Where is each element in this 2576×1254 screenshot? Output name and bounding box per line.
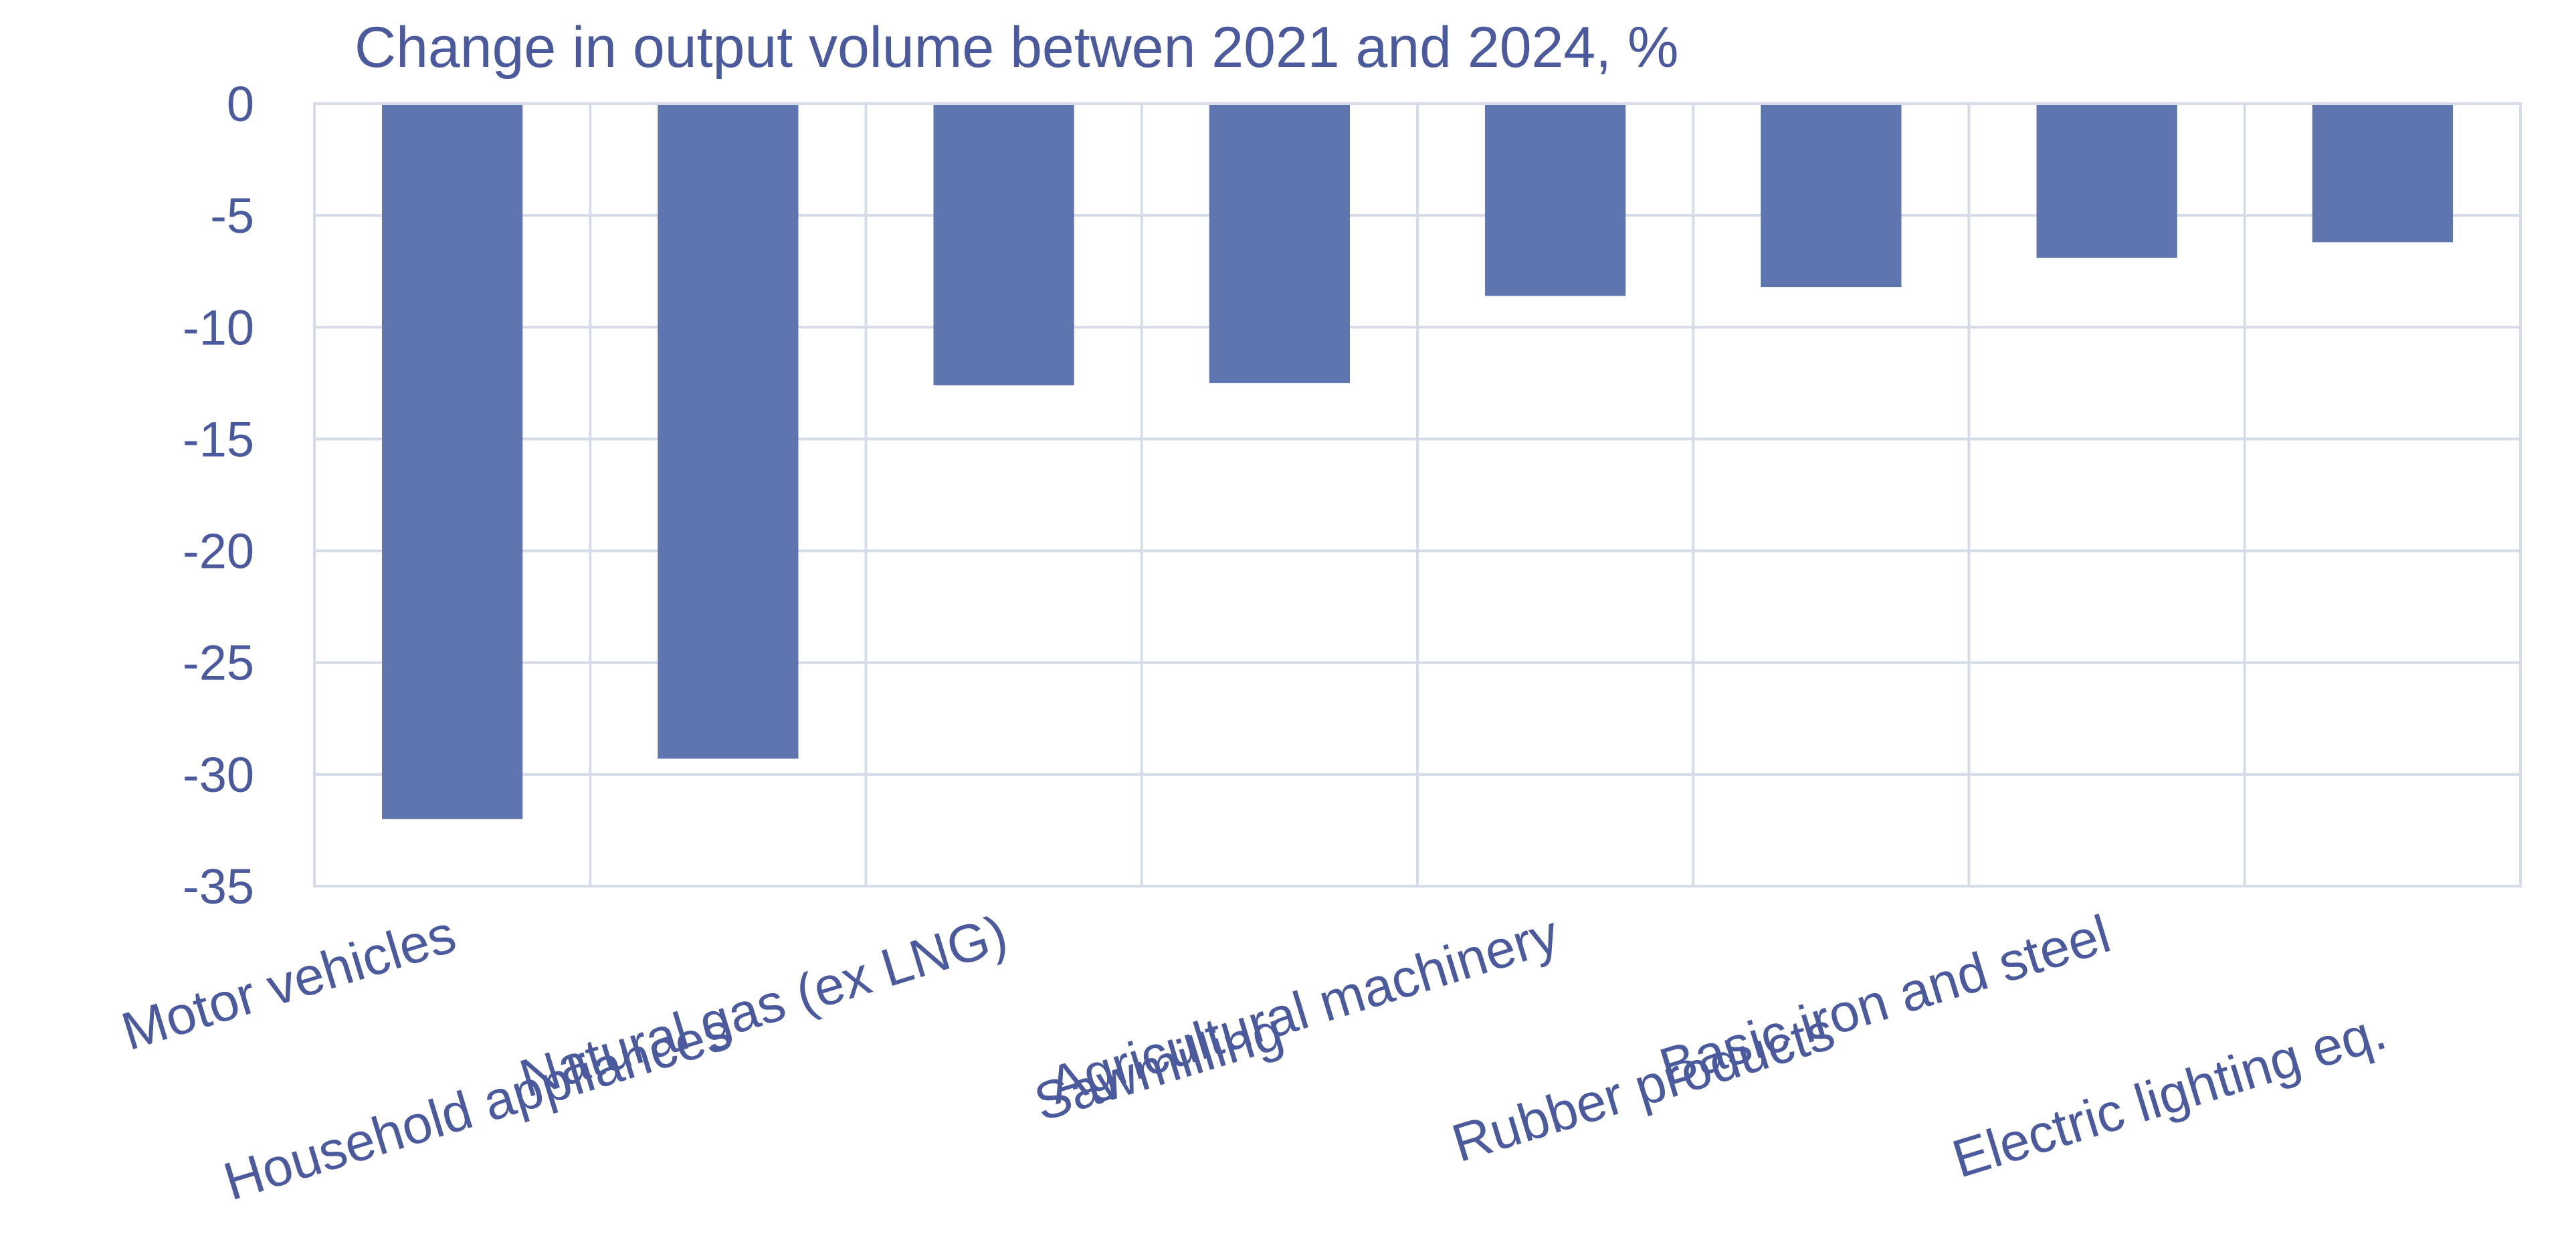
x-tick-label: Motor vehicles [115, 904, 462, 1061]
bar-natural-gas-ex-lng [933, 104, 1074, 386]
y-tick-label: -30 [183, 747, 254, 803]
y-tick-label: -25 [183, 635, 254, 691]
x-tick-label: Agricultural machinery [1042, 904, 1565, 1115]
gridlines [313, 102, 2522, 887]
y-tick-label: -10 [183, 300, 254, 355]
bar-agricultural-machinery [1485, 104, 1626, 296]
y-tick-label: 0 [227, 76, 254, 132]
y-tick-label: -5 [210, 188, 254, 243]
chart-title: Change in output volume betwen 2021 and … [355, 15, 1678, 80]
y-axis: 0 -5 -10 -15 -20 -25 -30 -35 [183, 76, 254, 914]
x-tick-label: Electric lighting eq. [1946, 1001, 2393, 1188]
bar-sawmilling [1209, 104, 1350, 383]
y-tick-label: -20 [183, 524, 254, 579]
plot-frame [313, 102, 2522, 887]
x-tick-label: Natural gas (ex LNG) [513, 904, 1014, 1108]
bar-motor-vehicles [382, 104, 523, 819]
x-tick-label: Basic iron and steel [1653, 904, 2117, 1097]
plot-area-border [313, 102, 2522, 887]
bars [382, 104, 2453, 819]
bar-rubber-products [1761, 104, 1902, 288]
bar-household-appliances [658, 104, 799, 759]
bar-electric-lighting-eq [2312, 104, 2453, 243]
y-tick-label: -15 [183, 411, 254, 467]
bar-basic-iron-and-steel [2036, 104, 2177, 258]
y-tick-label: -35 [183, 859, 254, 914]
